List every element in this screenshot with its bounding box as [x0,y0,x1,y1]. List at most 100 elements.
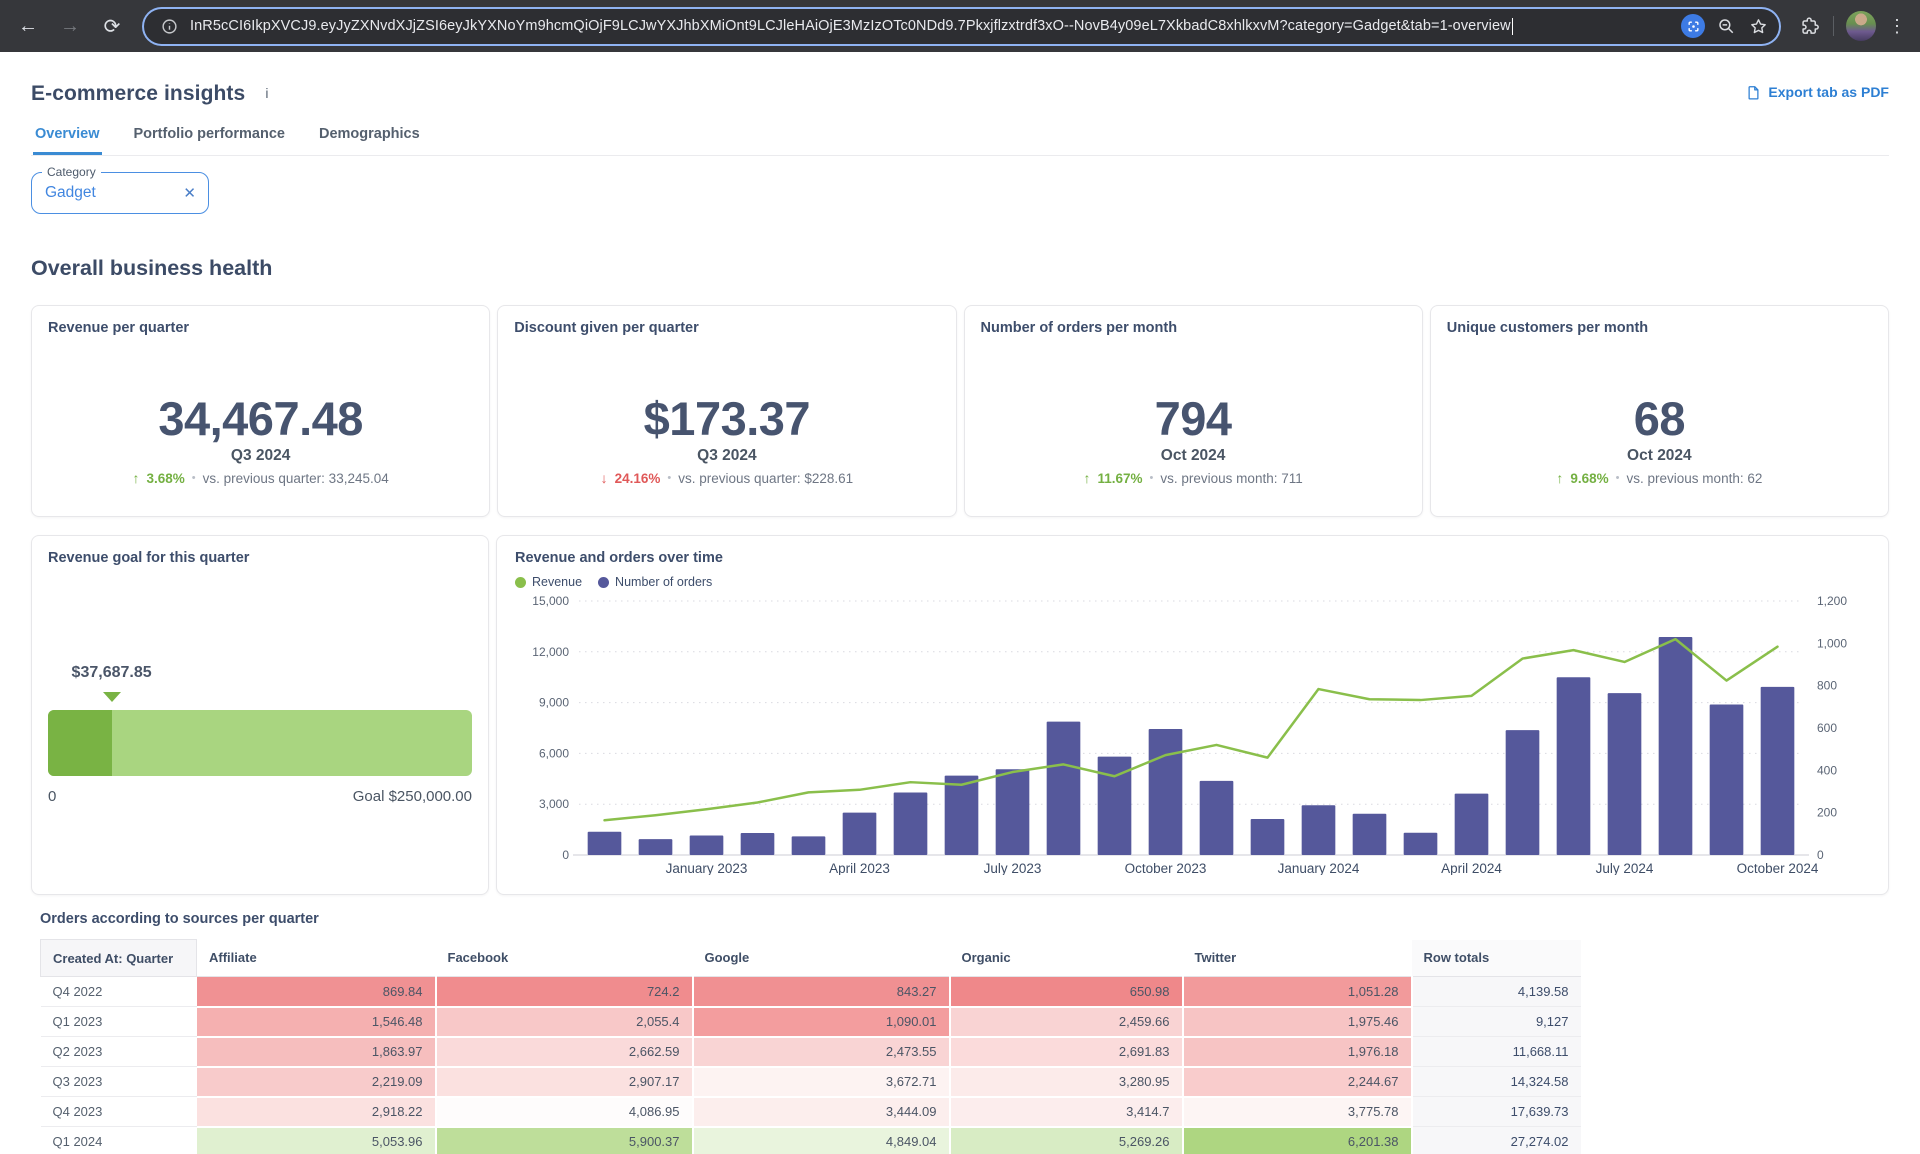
left-axis-tick: 12,000 [532,645,569,659]
combo-chart[interactable]: 0 3,000 6,000 9,000 12,000 15,000 0 200 400 600 80… [515,589,1870,876]
column-header[interactable]: Created At: Quarter [40,939,197,977]
forward-icon[interactable]: → [60,14,80,37]
orders-bar[interactable] [587,831,622,855]
kpi-period: Q3 2024 [230,447,291,464]
browser-menu-icon[interactable]: ⋮ [1888,16,1906,36]
extensions-puzzle-icon[interactable] [1799,15,1821,37]
url-value[interactable]: InR5cCI6IkpXVCJ9.eyJyZXNvdXJjZSI6eyJkYXN… [190,17,1671,35]
goal-max-label: Goal $250,000.00 [352,788,472,805]
orders-bar[interactable] [995,769,1030,855]
orders-bar[interactable] [689,835,724,855]
right-axis-tick: 600 [1817,721,1837,735]
kpi-trend: ↓ 24.16% • vs. previous quarter: $228.61 [600,470,854,486]
orders-bar[interactable] [1658,636,1693,855]
tab-demographics[interactable]: Demographics [318,126,420,142]
column-header[interactable]: Affiliate [196,939,436,977]
heatmap-cell: 2,907.17 [435,1066,694,1098]
site-info-icon[interactable] [158,15,180,37]
orders-bar[interactable] [1352,813,1387,855]
column-header[interactable]: Twitter [1182,939,1412,977]
heatmap-cell: 2,662.59 [435,1036,694,1068]
orders-bar[interactable] [1709,704,1744,855]
orders-bar[interactable] [1199,780,1234,855]
orders-bar[interactable] [1454,793,1489,855]
x-axis-label: January 2023 [666,861,748,875]
kpi-trend: ↑ 9.68% • vs. previous month: 62 [1556,470,1763,486]
quarter-cell: Q4 2022 [40,976,197,1007]
kpi-card-customers: Unique customers per month 68 Oct 2024 ↑… [1429,305,1889,517]
kpi-value: $173.37 [643,392,811,446]
google-lens-icon[interactable] [1681,14,1705,38]
bookmark-star-icon[interactable] [1747,15,1769,37]
kpi-card-orders: Number of orders per month 794 Oct 2024 … [963,305,1423,517]
kpi-trend: ↑ 11.67% • vs. previous month: 711 [1083,470,1303,486]
info-icon[interactable]: i [265,85,269,101]
orders-bar[interactable] [638,839,673,855]
orders-bar[interactable] [1760,686,1795,855]
back-icon[interactable]: ← [18,14,38,37]
right-axis-tick: 200 [1817,806,1837,820]
orders-bar[interactable] [1556,677,1591,855]
revenue-line[interactable] [603,637,1779,822]
orders-bar[interactable] [1250,819,1285,855]
heatmap-cell: 1,863.97 [196,1036,437,1068]
row-total-cell: 11,668.11 [1411,1036,1581,1067]
heatmap-cell: 2,219.09 [196,1066,437,1098]
legend-item-orders[interactable]: Number of orders [598,575,712,589]
heatmap-cell: 4,086.95 [435,1096,694,1128]
column-header[interactable]: Organic [949,939,1183,977]
orders-bar[interactable] [1403,832,1438,855]
filter-value: Gadget [45,184,96,201]
heatmap-cell: 2,691.83 [949,1036,1184,1068]
revenue-goal-card: Revenue goal for this quarter $37,687.85… [31,535,489,895]
heatmap-cell: 650.98 [949,976,1184,1008]
goal-marker-triangle-icon [102,692,121,702]
category-filter[interactable]: Category Gadget ✕ [31,165,209,214]
heatmap-cell: 1,976.18 [1182,1036,1413,1068]
table-row: Q1 2023 1,546.48 2,055.4 1,090.01 2,459.66 1,… [40,1006,1581,1038]
orders-bar[interactable] [1097,756,1132,855]
profile-avatar[interactable] [1846,11,1876,41]
kpi-value: 794 [1154,392,1232,446]
orders-bar[interactable] [893,792,928,855]
legend-item-revenue[interactable]: Revenue [515,575,582,589]
orders-table-section: Orders according to sources per quarter … [31,911,1889,1154]
table-row: Q3 2023 2,219.09 2,907.17 3,672.71 3,280.95 2… [40,1066,1581,1098]
orders-bar[interactable] [1148,729,1183,855]
orders-bar[interactable] [1046,721,1081,855]
quarter-cell: Q2 2023 [40,1036,197,1067]
orders-bar[interactable] [1607,693,1642,855]
chart-legend: Revenue Number of orders [515,575,1870,589]
reload-icon[interactable]: ⟳ [103,15,121,38]
heatmap-cell: 6,201.38 [1182,1126,1413,1154]
heatmap-cell: 2,055.4 [435,1006,694,1038]
column-header[interactable]: Row totals [1411,939,1581,977]
heatmap-cell: 724.2 [435,976,694,1008]
chart-title: Revenue and orders over time [515,550,723,566]
zoom-out-icon[interactable] [1715,15,1737,37]
left-axis-tick: 0 [562,848,569,862]
right-axis-tick: 1,200 [1817,594,1847,608]
section-title: Overall business health [31,256,273,280]
column-header[interactable]: Google [692,939,950,977]
kpi-value: 34,467.48 [158,392,363,446]
heatmap-cell: 1,546.48 [196,1006,437,1038]
tab-portfolio-performance[interactable]: Portfolio performance [133,126,285,142]
column-header[interactable]: Facebook [435,939,693,977]
row-total-cell: 14,324.58 [1411,1066,1581,1097]
address-bar[interactable]: InR5cCI6IkpXVCJ9.eyJyZXNvdXJjZSI6eyJkYXN… [144,8,1779,44]
clear-filter-icon[interactable]: ✕ [183,185,196,202]
orders-bar[interactable] [791,836,826,855]
table-row: Q4 2022 869.84 724.2 843.27 650.98 1,051.28 4,… [40,976,1581,1008]
orders-bar[interactable] [1505,730,1540,855]
orders-bar[interactable] [944,775,979,855]
orders-bar[interactable] [842,812,877,855]
orders-bar[interactable] [740,832,775,855]
orders-bar[interactable] [1301,805,1336,855]
export-pdf-button[interactable]: Export tab as PDF [1746,84,1889,100]
row-total-cell: 27,274.02 [1411,1126,1581,1154]
x-axis-label: July 2024 [1596,861,1654,875]
tab-overview[interactable]: Overview [33,126,102,155]
kpi-value: 68 [1633,392,1686,446]
kpi-title: Discount given per quarter [514,320,699,336]
